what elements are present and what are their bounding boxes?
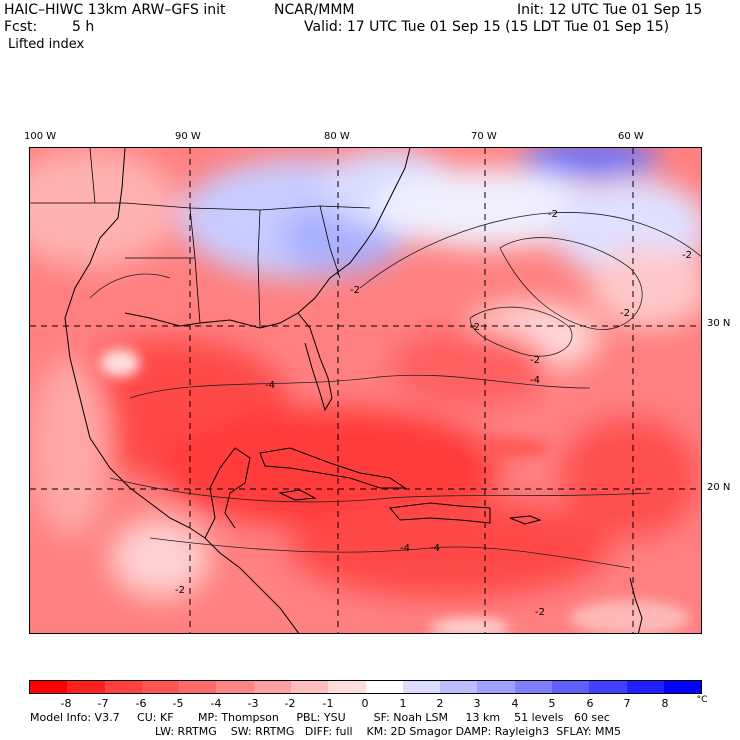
colorbar	[29, 680, 702, 694]
contour-label: -2	[530, 355, 540, 366]
org-label: NCAR/MMM	[274, 2, 355, 18]
lat-label-20n: 20 N	[707, 482, 731, 493]
colorbar-tick: 3	[473, 697, 481, 710]
contour-label: -4	[265, 380, 275, 391]
lon-label-80w: 80 W	[324, 131, 350, 142]
model-title: HAIC–HIWC 13km ARW–GFS init	[4, 2, 226, 18]
fine-shading	[100, 349, 690, 633]
colorbar-swatch	[365, 681, 403, 693]
colorbar-tick: 6	[586, 697, 594, 710]
contour-label-group: -2 -2 -2 -2 -2 -2 -4 -4 -4 -4 -2 -2	[175, 209, 692, 618]
colorbar-tick: 0	[361, 697, 369, 710]
colorbar-swatch	[67, 681, 105, 693]
colorbar-tick: -8	[60, 697, 72, 710]
coastlines	[64, 148, 643, 633]
colorbar-tick: -2	[284, 697, 296, 710]
contour-label: -4	[430, 543, 440, 554]
model-info-line1: Model Info: V3.7 CU: KF MP: Thompson PBL…	[30, 711, 610, 724]
contour-label: -4	[400, 543, 410, 554]
colorbar-swatch	[402, 681, 441, 693]
contour-label: -2	[175, 585, 185, 596]
colorbar-tick: -3	[247, 697, 259, 710]
colorbar-tick: -5	[172, 697, 184, 710]
colorbar-swatch	[30, 681, 68, 693]
colorbar-swatch	[328, 681, 366, 693]
colorbar-swatch	[290, 681, 329, 693]
colorbar-tick: 2	[436, 697, 444, 710]
lon-label-70w: 70 W	[471, 131, 497, 142]
contour-label: -2	[548, 209, 558, 220]
contour-label: -2	[535, 607, 545, 618]
shading-field	[30, 148, 701, 598]
colorbar-swatch	[477, 681, 515, 693]
contour-label: -2	[620, 308, 630, 319]
lon-label-90w: 90 W	[175, 131, 201, 142]
lifted-index-map: -2 -2 -2 -2 -2 -2 -4 -4 -4 -4 -2 -2	[29, 147, 702, 634]
contour-label: -4	[530, 375, 540, 386]
colorbar-swatch	[104, 681, 142, 693]
valid-time: Valid: 17 UTC Tue 01 Sep 15 (15 LDT Tue …	[304, 19, 670, 35]
model-info-line2: LW: RRTMG SW: RRTMG DIFF: full KM: 2D Sm…	[155, 725, 621, 738]
colorbar-tick: -7	[97, 697, 109, 710]
colorbar-swatch	[440, 681, 478, 693]
colorbar-tick: 7	[623, 697, 631, 710]
colorbar-swatch	[253, 681, 291, 693]
contour-label: -2	[682, 250, 692, 261]
colorbar-swatch	[141, 681, 180, 693]
colorbar-swatch	[179, 681, 217, 693]
field-name: Lifted index	[8, 37, 85, 52]
contours	[89, 212, 701, 569]
colorbar-swatch	[514, 681, 552, 693]
colorbar-swatch	[663, 681, 702, 693]
lat-label-30n: 30 N	[707, 318, 731, 329]
colorbar-tick: 1	[399, 697, 407, 710]
state-borders	[30, 148, 371, 329]
init-time: Init: 12 UTC Tue 01 Sep 15	[517, 2, 703, 18]
lon-label-60w: 60 W	[618, 131, 644, 142]
colorbar-tick: -4	[210, 697, 222, 710]
lon-label-100w: 100 W	[24, 131, 57, 142]
contour-label: -2	[470, 322, 480, 333]
colorbar-unit: °C	[696, 695, 708, 705]
colorbar-swatch	[216, 681, 254, 693]
contour-label: -2	[350, 285, 360, 296]
colorbar-swatch	[626, 681, 664, 693]
colorbar-swatch	[551, 681, 590, 693]
graticule	[30, 148, 701, 633]
colorbar-swatch	[589, 681, 627, 693]
colorbar-tick: -1	[322, 697, 334, 710]
fcst-value: 5 h	[72, 19, 95, 35]
fcst-label: Fcst:	[4, 19, 38, 35]
colorbar-tick: 5	[548, 697, 556, 710]
colorbar-tick: -6	[135, 697, 147, 710]
colorbar-tick: 4	[511, 697, 519, 710]
colorbar-tick: 8	[661, 697, 669, 710]
